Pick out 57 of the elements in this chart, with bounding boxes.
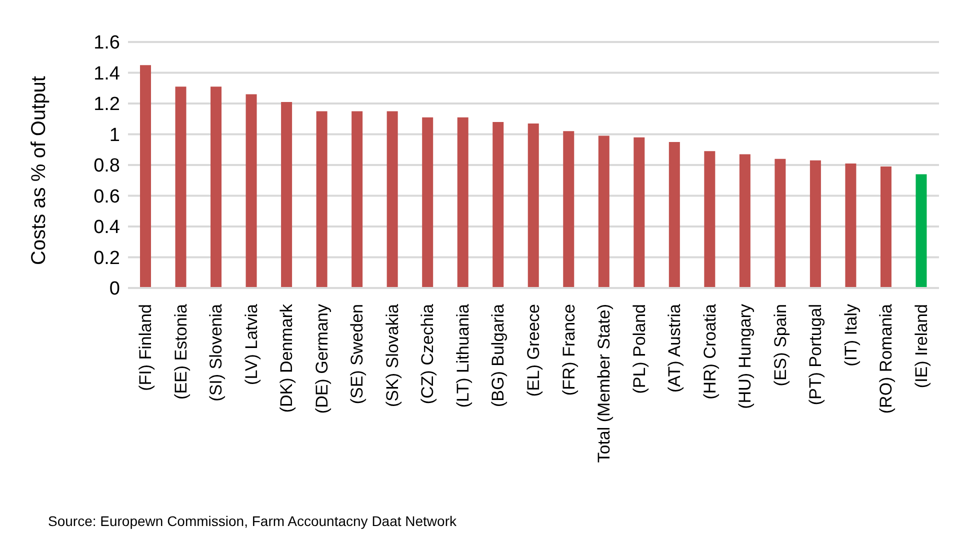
x-tick-label: (HU) Hungary [736,304,755,409]
bar [281,102,292,288]
x-tick-label: (SK) Slovakia [382,303,402,407]
x-tick-label: (PT) Portugal [806,304,826,406]
x-tick-label: (LT) Lithuania [453,303,472,408]
bar [316,111,328,288]
x-tick-label: (DE) Germany [312,304,332,414]
bar [704,151,716,288]
x-tick-label: (EE) Estonia [171,303,190,400]
x-tick-label: (ES) Spain [770,304,790,386]
x-tick-label: (LV) Latvia [242,303,261,385]
bar [739,154,750,288]
x-tick-label: (HR) Croatia [700,303,720,400]
bar [422,117,434,288]
y-tick-label: 1.6 [94,32,120,54]
bar [880,166,892,288]
x-tick-label: (AT) Austria [665,303,684,392]
y-tick-label: 0.8 [94,156,120,177]
bar [668,142,680,288]
y-tick-label: 0.4 [94,217,120,238]
bar [563,131,574,288]
bar [175,86,186,288]
x-tick-label: (FR) France [559,304,578,396]
bar [386,111,398,288]
y-tick-label: 1 [109,124,120,146]
bar [246,94,257,288]
bar [352,111,363,288]
y-tick-label: 0.6 [94,186,120,208]
x-tick-label: (EL) Greece [524,304,543,397]
bar [492,122,504,288]
x-tick-label: (SI) Slovenia [206,303,226,402]
bar [210,86,222,288]
bar [634,137,645,288]
x-tick-label: (RO) Romania [876,303,896,414]
bar [140,65,151,288]
x-tick-label: (DK) Denmark [277,304,296,413]
bar [598,136,610,288]
x-tick-label: Total (Member State) [594,304,614,463]
x-tick-label: (BG) Bulgaria [488,303,508,407]
x-tick-label: (IE) Ireland [912,304,931,388]
x-tick-label: (IT) Italy [841,304,860,366]
x-tick-label: (FI) Finland [136,304,156,391]
y-tick-label: 0 [109,278,120,300]
bar [774,158,786,288]
x-tick-label: (CZ) Czechia [418,303,438,404]
source-note: Source: Europewn Commission, Farm Accountacny Daat Network [48,513,456,529]
y-tick-label: 1.2 [94,94,120,116]
bar [810,160,821,288]
bar [845,163,856,288]
bar [457,117,468,288]
y-axis-title: Costs as % of Output [28,76,50,265]
x-tick-label: (PL) Poland [630,304,649,394]
bar [916,174,927,288]
bar [528,123,539,288]
y-tick-label: 0.2 [94,248,120,269]
x-tick-label: (SE) Sweden [348,304,367,404]
y-tick-label: 1.4 [94,63,120,84]
